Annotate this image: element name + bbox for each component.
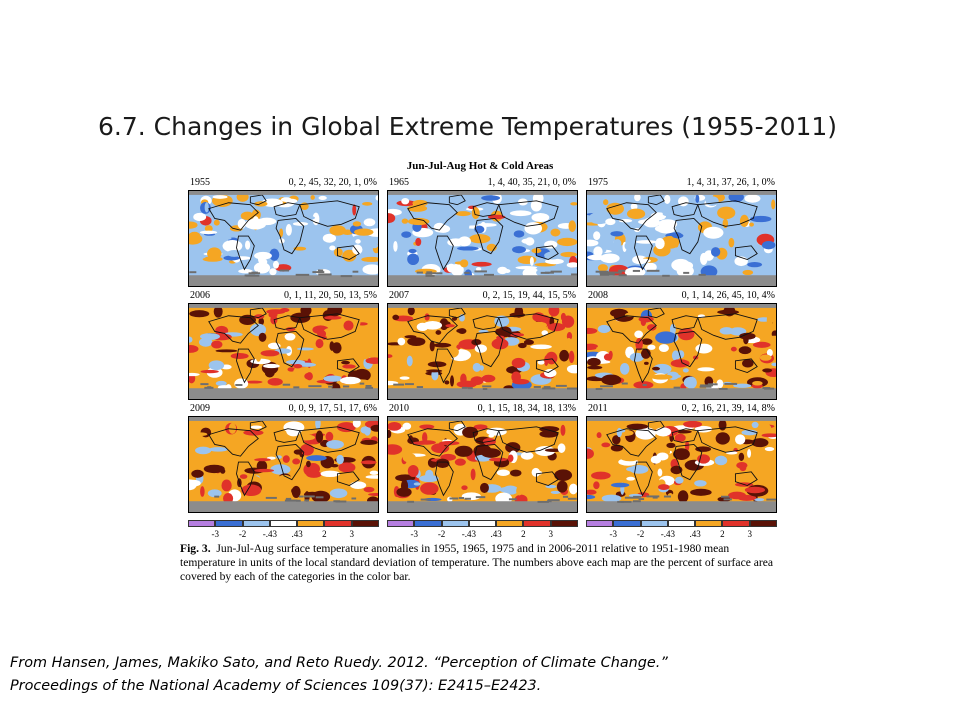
colorbar-tick-label: -2 [238, 529, 247, 539]
colorbar-tick-label: .43 [291, 529, 303, 539]
colorbar-tick-label: -3 [609, 529, 618, 539]
colorbar-tick-label: 2 [720, 529, 725, 539]
panel-year: 2008 [588, 290, 608, 301]
map-panel-1975: 1975 1, 4, 31, 37, 26, 1, 0% [586, 177, 777, 287]
anomaly-map [387, 190, 578, 287]
colorbar-tick-label: 2 [322, 529, 327, 539]
colorbar-segment [414, 520, 442, 527]
map-panel-2009: 2009 0, 0, 9, 17, 51, 17, 6% [188, 403, 379, 513]
colorbar-segment [297, 520, 325, 527]
colorbar-segment [722, 520, 750, 527]
colorbar-segment [613, 520, 641, 527]
colorbar-right: -3 -2 -.43 .43 2 3 [586, 520, 777, 546]
anomaly-map [586, 303, 777, 400]
colorbar-segment [468, 520, 497, 527]
colorbar-segment [496, 520, 524, 527]
colorbar-segment [550, 520, 578, 527]
panel-label: 2007 0, 2, 15, 19, 44, 15, 5% [387, 290, 578, 302]
map-panel-2011: 2011 0, 2, 16, 21, 39, 14, 8% [586, 403, 777, 513]
citation: From Hansen, James, Makiko Sato, and Ret… [10, 652, 950, 698]
colorbar-tick-label: -.43 [461, 529, 476, 539]
colorbar-center: -3 -2 -.43 .43 2 3 [387, 520, 578, 546]
colorbar-tick-label: 3 [548, 529, 553, 539]
panel-percentages: 0, 2, 45, 32, 20, 1, 0% [288, 177, 377, 188]
panel-year: 2011 [588, 403, 608, 414]
figure-header: Jun-Jul-Aug Hot & Cold Areas [406, 160, 554, 172]
citation-line-2: Proceedings of the National Academy of S… [10, 678, 542, 694]
colorbar-segment [640, 520, 668, 527]
panel-percentages: 0, 1, 14, 26, 45, 10, 4% [681, 290, 775, 301]
panel-year: 2009 [190, 403, 210, 414]
colorbar-tick-label: -2 [636, 529, 645, 539]
figure-caption: Fig. 3. Jun-Jul-Aug surface temperature … [180, 542, 780, 584]
caption-text: Jun-Jul-Aug surface temperature anomalie… [180, 542, 774, 583]
map-panel-1955: 1955 0, 2, 45, 32, 20, 1, 0% [188, 177, 379, 287]
panel-year: 1965 [389, 177, 409, 188]
panel-percentages: 1, 4, 31, 37, 26, 1, 0% [686, 177, 775, 188]
colorbar-segment [695, 520, 723, 527]
panel-label: 1965 1, 4, 40, 35, 21, 0, 0% [387, 177, 578, 189]
colorbar-tick-label: -.43 [262, 529, 277, 539]
figure: Jun-Jul-Aug Hot & Cold Areas 1955 0, 2, … [180, 160, 780, 600]
colorbar-segment [667, 520, 696, 527]
anomaly-map [387, 303, 578, 400]
colorbar-tick-label: -2 [437, 529, 446, 539]
colorbar-segment [749, 520, 777, 527]
caption-label: Fig. 3. [180, 542, 211, 555]
colorbar-segment [387, 520, 415, 527]
map-panel-2006: 2006 0, 1, 11, 20, 50, 13, 5% [188, 290, 379, 400]
colorbar-tick-label: .43 [689, 529, 701, 539]
panel-percentages: 0, 1, 11, 20, 50, 13, 5% [284, 290, 377, 301]
panel-label: 2011 0, 2, 16, 21, 39, 14, 8% [586, 403, 777, 415]
colorbar-tick-label: -3 [410, 529, 419, 539]
panel-year: 2006 [190, 290, 210, 301]
panel-label: 2009 0, 0, 9, 17, 51, 17, 6% [188, 403, 379, 415]
colorbar-segment [242, 520, 270, 527]
anomaly-map [586, 190, 777, 287]
map-panel-2010: 2010 0, 1, 15, 18, 34, 18, 13% [387, 403, 578, 513]
colorbar-segment [215, 520, 243, 527]
colorbar-segment [586, 520, 614, 527]
colorbar-segment [441, 520, 469, 527]
map-panel-1965: 1965 1, 4, 40, 35, 21, 0, 0% [387, 177, 578, 287]
panel-percentages: 0, 0, 9, 17, 51, 17, 6% [288, 403, 377, 414]
panel-label: 2008 0, 1, 14, 26, 45, 10, 4% [586, 290, 777, 302]
colorbar-segment [523, 520, 551, 527]
slide-title: 6.7. Changes in Global Extreme Temperatu… [98, 112, 838, 141]
colorbar-tick-label: -3 [211, 529, 220, 539]
panel-label: 2010 0, 1, 15, 18, 34, 18, 13% [387, 403, 578, 415]
colorbar-tick-label: 3 [747, 529, 752, 539]
colorbar-tick-label: 2 [521, 529, 526, 539]
panel-percentages: 1, 4, 40, 35, 21, 0, 0% [487, 177, 576, 188]
colorbar-tick-label: -.43 [660, 529, 675, 539]
colorbar-segment [269, 520, 298, 527]
colorbar-tick-label: 3 [349, 529, 354, 539]
citation-line-1: From Hansen, James, Makiko Sato, and Ret… [10, 655, 668, 671]
colorbar-segment [351, 520, 379, 527]
colorbar-tick-label: .43 [490, 529, 502, 539]
panel-year: 2010 [389, 403, 409, 414]
colorbar-segment [188, 520, 216, 527]
panel-year: 1975 [588, 177, 608, 188]
anomaly-map [188, 303, 379, 400]
panel-year: 1955 [190, 177, 210, 188]
panel-percentages: 0, 2, 15, 19, 44, 15, 5% [482, 290, 576, 301]
anomaly-map [586, 416, 777, 513]
panel-percentages: 0, 1, 15, 18, 34, 18, 13% [477, 403, 576, 414]
panel-percentages: 0, 2, 16, 21, 39, 14, 8% [681, 403, 775, 414]
panel-year: 2007 [389, 290, 409, 301]
colorbar-left: -3 -2 -.43 .43 2 3 [188, 520, 379, 546]
panel-label: 2006 0, 1, 11, 20, 50, 13, 5% [188, 290, 379, 302]
colorbar-segment [324, 520, 352, 527]
panel-label: 1955 0, 2, 45, 32, 20, 1, 0% [188, 177, 379, 189]
anomaly-map [387, 416, 578, 513]
anomaly-map [188, 416, 379, 513]
anomaly-map [188, 190, 379, 287]
map-panel-2007: 2007 0, 2, 15, 19, 44, 15, 5% [387, 290, 578, 400]
panel-label: 1975 1, 4, 31, 37, 26, 1, 0% [586, 177, 777, 189]
map-panel-2008: 2008 0, 1, 14, 26, 45, 10, 4% [586, 290, 777, 400]
